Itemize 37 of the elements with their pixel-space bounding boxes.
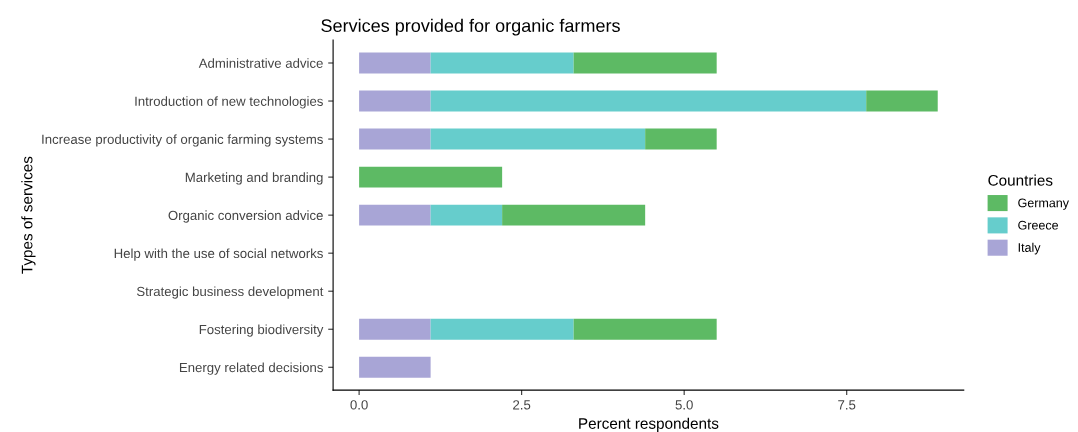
y-tick-label: Fostering biodiversity <box>199 324 324 337</box>
x-tick-label: 2.5 <box>513 400 531 410</box>
y-tick-label: Introduction of new technologies <box>135 96 323 109</box>
bar <box>359 52 431 74</box>
y-tick-label: Increase productivity of organic farming systems <box>42 134 323 147</box>
y-tick-label: Administrative advice <box>198 58 323 68</box>
x-tick-label: 7.5 <box>838 400 856 410</box>
legend-label: Greece <box>1018 220 1059 230</box>
bar <box>645 128 717 150</box>
y-tick-label: Strategic business development <box>136 286 324 299</box>
y-tick-label: Marketing and branding <box>185 172 323 185</box>
y-tick-label: Help with the use of social networks <box>114 248 323 261</box>
bar <box>359 166 503 188</box>
chart-title: Services provided for organic farmers <box>321 18 620 36</box>
x-tick-label: 5.0 <box>675 400 693 410</box>
bar <box>359 204 431 226</box>
bar <box>573 318 717 340</box>
y-tick-label: Organic conversion advice <box>168 210 323 223</box>
bar <box>359 128 431 150</box>
legend-label: Germany <box>1018 198 1069 210</box>
bar <box>359 90 431 112</box>
bar <box>359 318 431 340</box>
bar <box>866 90 938 112</box>
legend-title: Countries <box>988 174 1053 186</box>
y-axis-title: Types of services <box>21 156 36 274</box>
y-tick-label: Energy related decisions <box>179 362 323 375</box>
bar <box>430 204 503 226</box>
x-tick-label: 0.0 <box>350 400 368 410</box>
bar <box>430 52 574 74</box>
bar <box>430 128 646 150</box>
bar <box>502 204 646 226</box>
bar <box>430 318 574 340</box>
bar <box>573 52 717 74</box>
legend-label: Italy <box>1018 242 1041 255</box>
bar <box>430 90 867 112</box>
bar <box>359 356 431 378</box>
x-axis-title: Percent respondents <box>579 417 719 432</box>
